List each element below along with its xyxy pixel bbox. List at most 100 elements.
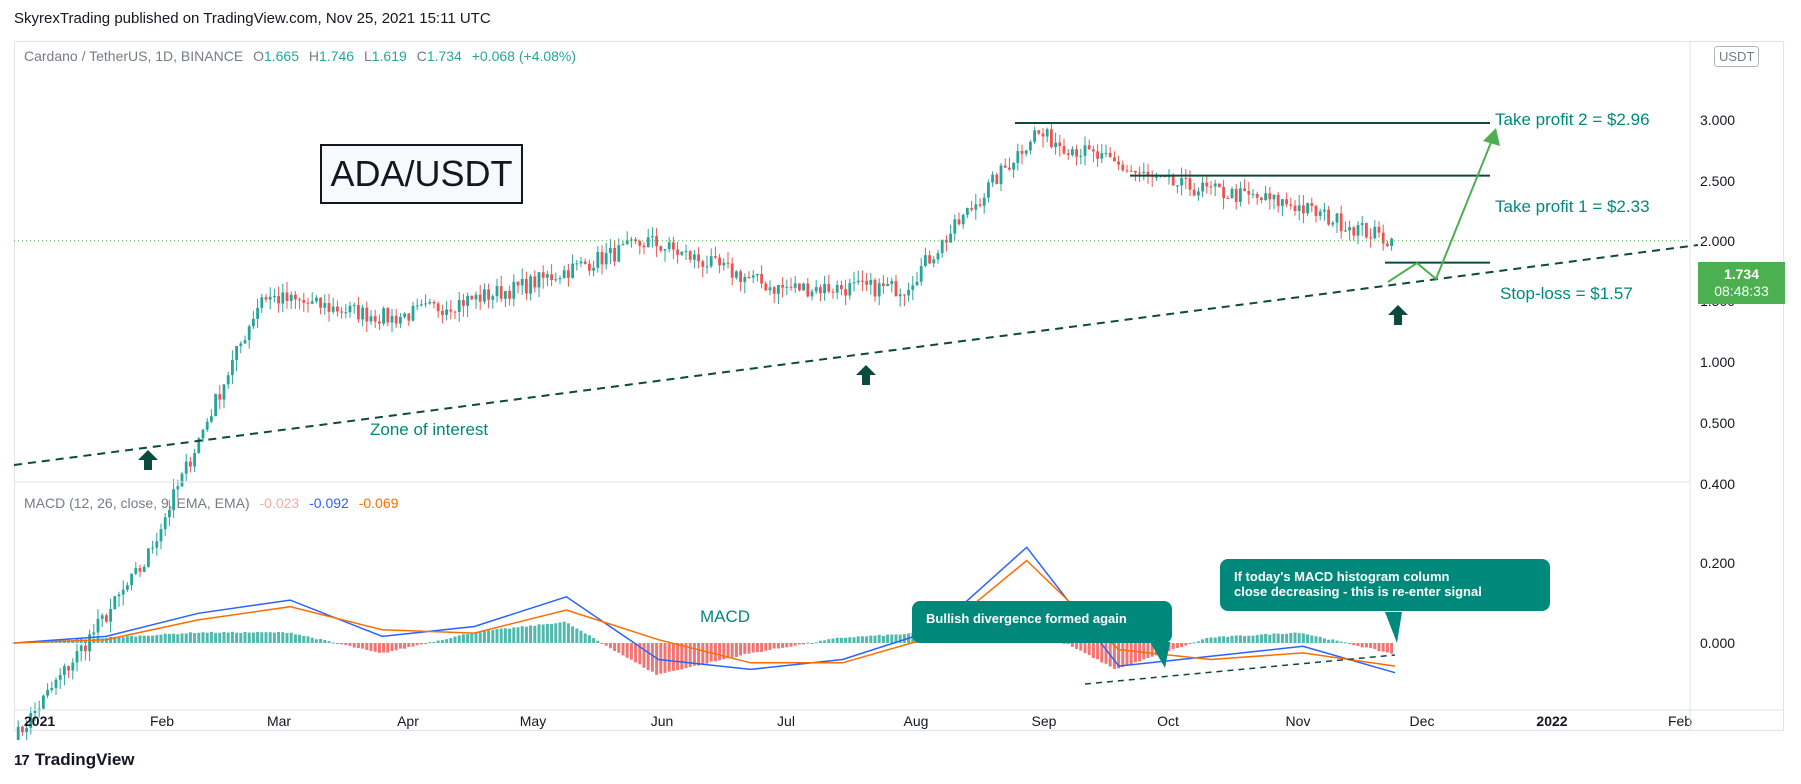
candle-body	[29, 713, 33, 728]
candle-body	[1260, 197, 1263, 201]
candle-body	[71, 662, 75, 671]
macd-histogram-bar	[625, 643, 629, 658]
macd-histogram-bar	[1390, 643, 1394, 654]
x-tick-label: Jul	[777, 713, 795, 729]
macd-histogram-bar	[382, 643, 386, 653]
candle-body	[651, 236, 654, 238]
macd-histogram-bar	[1247, 635, 1251, 643]
macd-histogram-bar	[844, 637, 848, 643]
macd-histogram-bar	[1289, 633, 1293, 643]
candle-body	[966, 208, 969, 215]
macd-histogram-bar	[764, 643, 768, 651]
candle-body	[520, 279, 524, 286]
macd-histogram-bar	[1087, 643, 1091, 656]
candle-body	[54, 679, 58, 688]
macd-histogram-bar	[1318, 636, 1322, 643]
candle-body	[130, 573, 133, 586]
candle-body	[911, 285, 915, 290]
candle-body	[1180, 177, 1183, 186]
candle-body	[1041, 133, 1045, 137]
candle-body	[109, 609, 112, 622]
candle-body	[894, 280, 898, 297]
x-tick-label: Nov	[1286, 713, 1311, 729]
macd-histogram-bar	[209, 631, 213, 643]
candle-body	[415, 305, 419, 307]
macd-histogram-bar	[470, 633, 474, 643]
reenter-signal-callout: If today's MACD histogram column close d…	[1220, 559, 1550, 611]
candle-body	[760, 273, 763, 284]
candle-body	[575, 263, 579, 265]
macd-histogram-bar	[117, 636, 121, 643]
tradingview-logo[interactable]: 17 TradingView	[14, 750, 135, 770]
candle-body	[688, 251, 692, 260]
macd-histogram-bar	[877, 634, 881, 643]
candle-body	[1218, 183, 1221, 188]
macd-histogram-bar	[214, 632, 218, 643]
macd-histogram-bar	[466, 634, 470, 643]
candle-body	[218, 394, 222, 400]
candle-body	[999, 165, 1003, 185]
x-tick-label: Sep	[1032, 713, 1057, 729]
currency-tag[interactable]: USDT	[1714, 46, 1760, 67]
candle-body	[302, 300, 306, 303]
candle-body	[235, 345, 238, 361]
macd-annotation-label: MACD	[700, 607, 751, 626]
candle-body	[793, 283, 797, 288]
macd-histogram-bar	[1062, 642, 1066, 644]
candle-body	[613, 247, 616, 262]
macd-histogram-bar	[453, 636, 457, 643]
candle-body	[1075, 149, 1078, 157]
candle-body	[1297, 205, 1301, 211]
macd-histogram-bar	[529, 625, 533, 643]
macd-histogram-bar	[751, 643, 755, 653]
candle-body	[1272, 194, 1276, 200]
macd-histogram-bar	[1180, 643, 1184, 648]
candle-body	[823, 283, 826, 294]
divergence-trendline	[1084, 654, 1396, 685]
chart-canvas[interactable]: 2021 Feb Mar Apr May Jun Jul Aug Sep Oct Nov Dec 202…	[0, 0, 1801, 740]
macd-histogram-bar	[713, 643, 717, 662]
macd-histogram-bar	[1146, 643, 1150, 659]
macd-histogram-bar	[823, 640, 827, 643]
macd-histogram-bar	[680, 643, 684, 670]
candle-body	[436, 303, 440, 312]
candle-body	[172, 489, 175, 511]
macd-histogram-bar	[1201, 639, 1205, 643]
candle-body	[453, 311, 457, 313]
candle-body	[1251, 193, 1255, 195]
candle-body	[470, 295, 474, 300]
macd-histogram-bar	[541, 624, 545, 643]
candle-body	[1176, 185, 1179, 187]
macd-histogram-bar	[739, 643, 743, 656]
macd-histogram-bar	[566, 623, 570, 643]
macd-histogram-bar	[356, 643, 360, 649]
candle-body	[604, 253, 608, 265]
candle-body	[663, 249, 667, 251]
candle-body	[365, 307, 369, 322]
macd-histogram-bar	[226, 632, 230, 643]
chart-frame[interactable]	[14, 41, 1784, 731]
macd-histogram-bar	[1369, 643, 1373, 649]
x-tick-label: Feb	[150, 713, 174, 729]
macd-histogram-bar	[608, 643, 612, 649]
macd-histogram-bar	[772, 643, 776, 649]
macd-histogram-bar	[776, 643, 780, 649]
candle-body	[726, 262, 730, 264]
candle-body	[155, 541, 159, 548]
candle-body	[1029, 141, 1032, 151]
candle-body	[1234, 188, 1238, 202]
macd-histogram-bar	[520, 626, 524, 643]
x-tick-label: 2022	[1536, 713, 1567, 729]
macd-histogram-bar	[881, 635, 885, 643]
callout-pointer	[1385, 612, 1402, 643]
candle-body	[1381, 232, 1385, 244]
macd-histogram-bar	[239, 633, 243, 643]
projection-path	[1387, 129, 1497, 283]
macd-histogram-bar	[424, 643, 428, 645]
macd-histogram-bar	[327, 641, 331, 643]
macd-histogram-bar	[873, 635, 877, 643]
candle-body	[1386, 243, 1389, 247]
macd-histogram-bar	[1356, 643, 1360, 647]
macd-histogram-bar	[1066, 643, 1070, 645]
candle-body	[231, 360, 234, 376]
